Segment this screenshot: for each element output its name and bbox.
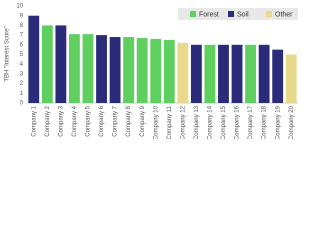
y-tick-label: 5	[20, 52, 24, 58]
legend-swatch	[266, 11, 272, 17]
bar	[204, 44, 216, 103]
x-tick-label: Company 7	[113, 105, 119, 136]
x-tick-label: Company 17	[248, 105, 254, 139]
y-tick-label: 3	[20, 71, 24, 77]
x-tick-label: Company 16	[235, 105, 241, 139]
x-tick-label: Company 11	[167, 105, 173, 139]
bar	[109, 37, 121, 103]
x-tick-label: Company 6	[99, 105, 105, 136]
y-tick-label: 2	[20, 81, 24, 87]
x-tick-label: Company 12	[180, 105, 186, 139]
y-tick-label: 1	[20, 91, 24, 97]
bar	[272, 49, 284, 103]
x-tick-label: Company 4	[72, 105, 78, 136]
y-axis-title: TBH "Interest Score"	[5, 26, 11, 81]
x-tick-label: Company 14	[208, 105, 214, 139]
bar	[218, 44, 229, 103]
bar	[96, 35, 107, 103]
bar	[285, 54, 297, 103]
legend-label: Other	[275, 11, 293, 18]
bar	[177, 42, 189, 103]
bar	[150, 38, 162, 104]
bar	[163, 39, 175, 103]
x-tick-label: Company 15	[221, 105, 227, 139]
x-tick-label: Company 18	[262, 105, 268, 139]
y-tick-label: 0	[20, 101, 24, 107]
legend-swatch	[190, 11, 196, 17]
y-tick-label: 6	[20, 42, 24, 48]
chart: TBH "Interest Score" 0 1 2 3 4 5 6 7 8 9 10 Company…	[5, 4, 298, 139]
x-tick-label: Company 3	[58, 105, 64, 136]
x-tick-label: Company 5	[86, 105, 92, 136]
legend-label: Soil	[237, 11, 249, 18]
bar	[82, 34, 94, 103]
y-tick-label: 9	[20, 13, 24, 19]
y-tick-label: 4	[20, 62, 24, 68]
x-tick-label: Company 13	[194, 105, 200, 139]
bar	[136, 38, 148, 104]
bar	[41, 25, 53, 103]
bar	[231, 44, 243, 103]
bar	[190, 44, 202, 103]
x-tick-label: Company 2	[45, 105, 51, 136]
bar	[123, 37, 135, 103]
y-tick-label: 10	[16, 4, 23, 10]
x-tick-label: Company 19	[275, 105, 281, 139]
legend-swatch	[228, 11, 234, 17]
x-tick-label: Company 20	[289, 105, 295, 139]
y-tick-label: 7	[20, 33, 24, 39]
bar	[258, 44, 270, 103]
bar	[69, 34, 80, 103]
bar	[55, 25, 67, 103]
bar	[28, 15, 40, 104]
y-tick-label: 8	[20, 23, 24, 29]
x-tick-label: Company 8	[126, 105, 132, 136]
x-tick-label: Company 9	[140, 105, 146, 136]
legend-label: Forest	[199, 11, 219, 18]
x-tick-label: Company 10	[153, 105, 159, 139]
bar	[245, 44, 256, 103]
x-tick-label: Company 1	[31, 105, 37, 136]
